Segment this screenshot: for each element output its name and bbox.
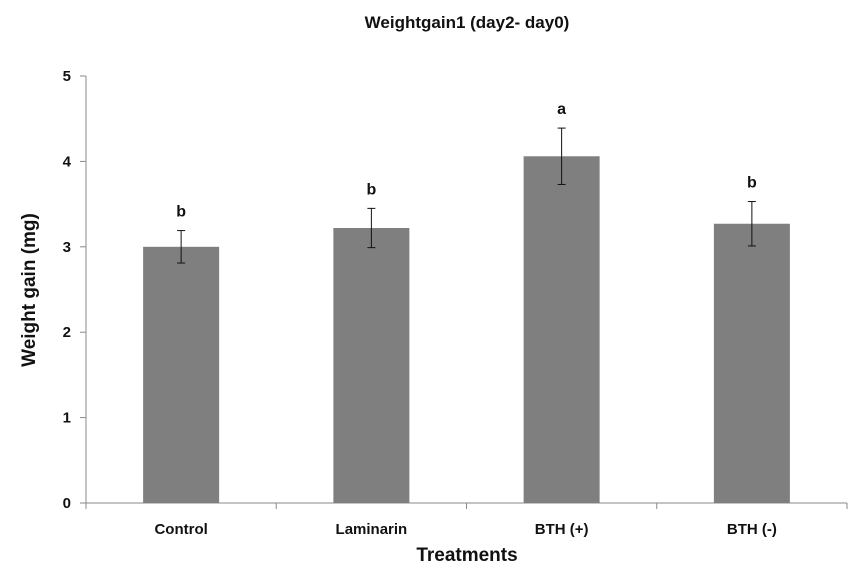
plot-area: 0 1 2 3 4 5 b Control b Laminarin a BTH (+) b BTH (-) (63, 68, 848, 538)
bar (333, 228, 410, 503)
category-label: Laminarin (336, 521, 408, 538)
category-label: BTH (-) (727, 521, 777, 538)
y-tick-label: 4 (63, 153, 72, 170)
significance-label: b (176, 204, 186, 221)
y-tick-label: 3 (63, 239, 71, 256)
bar (523, 156, 600, 503)
x-axis-label: Treatments (416, 545, 517, 566)
bar (713, 223, 790, 503)
category-label: BTH (+) (535, 521, 589, 538)
bar (143, 246, 220, 504)
chart-title: Weightgain1 (day2- day0) (365, 13, 570, 32)
y-tick-label: 0 (63, 495, 71, 512)
significance-label: a (557, 101, 566, 118)
significance-label: b (747, 175, 757, 192)
significance-label: b (366, 181, 376, 198)
y-tick-label: 5 (63, 68, 71, 85)
y-axis-label: Weight gain (mg) (19, 213, 40, 367)
category-label: Control (154, 521, 207, 538)
y-tick-label: 2 (63, 324, 71, 341)
y-tick-label: 1 (63, 410, 71, 427)
